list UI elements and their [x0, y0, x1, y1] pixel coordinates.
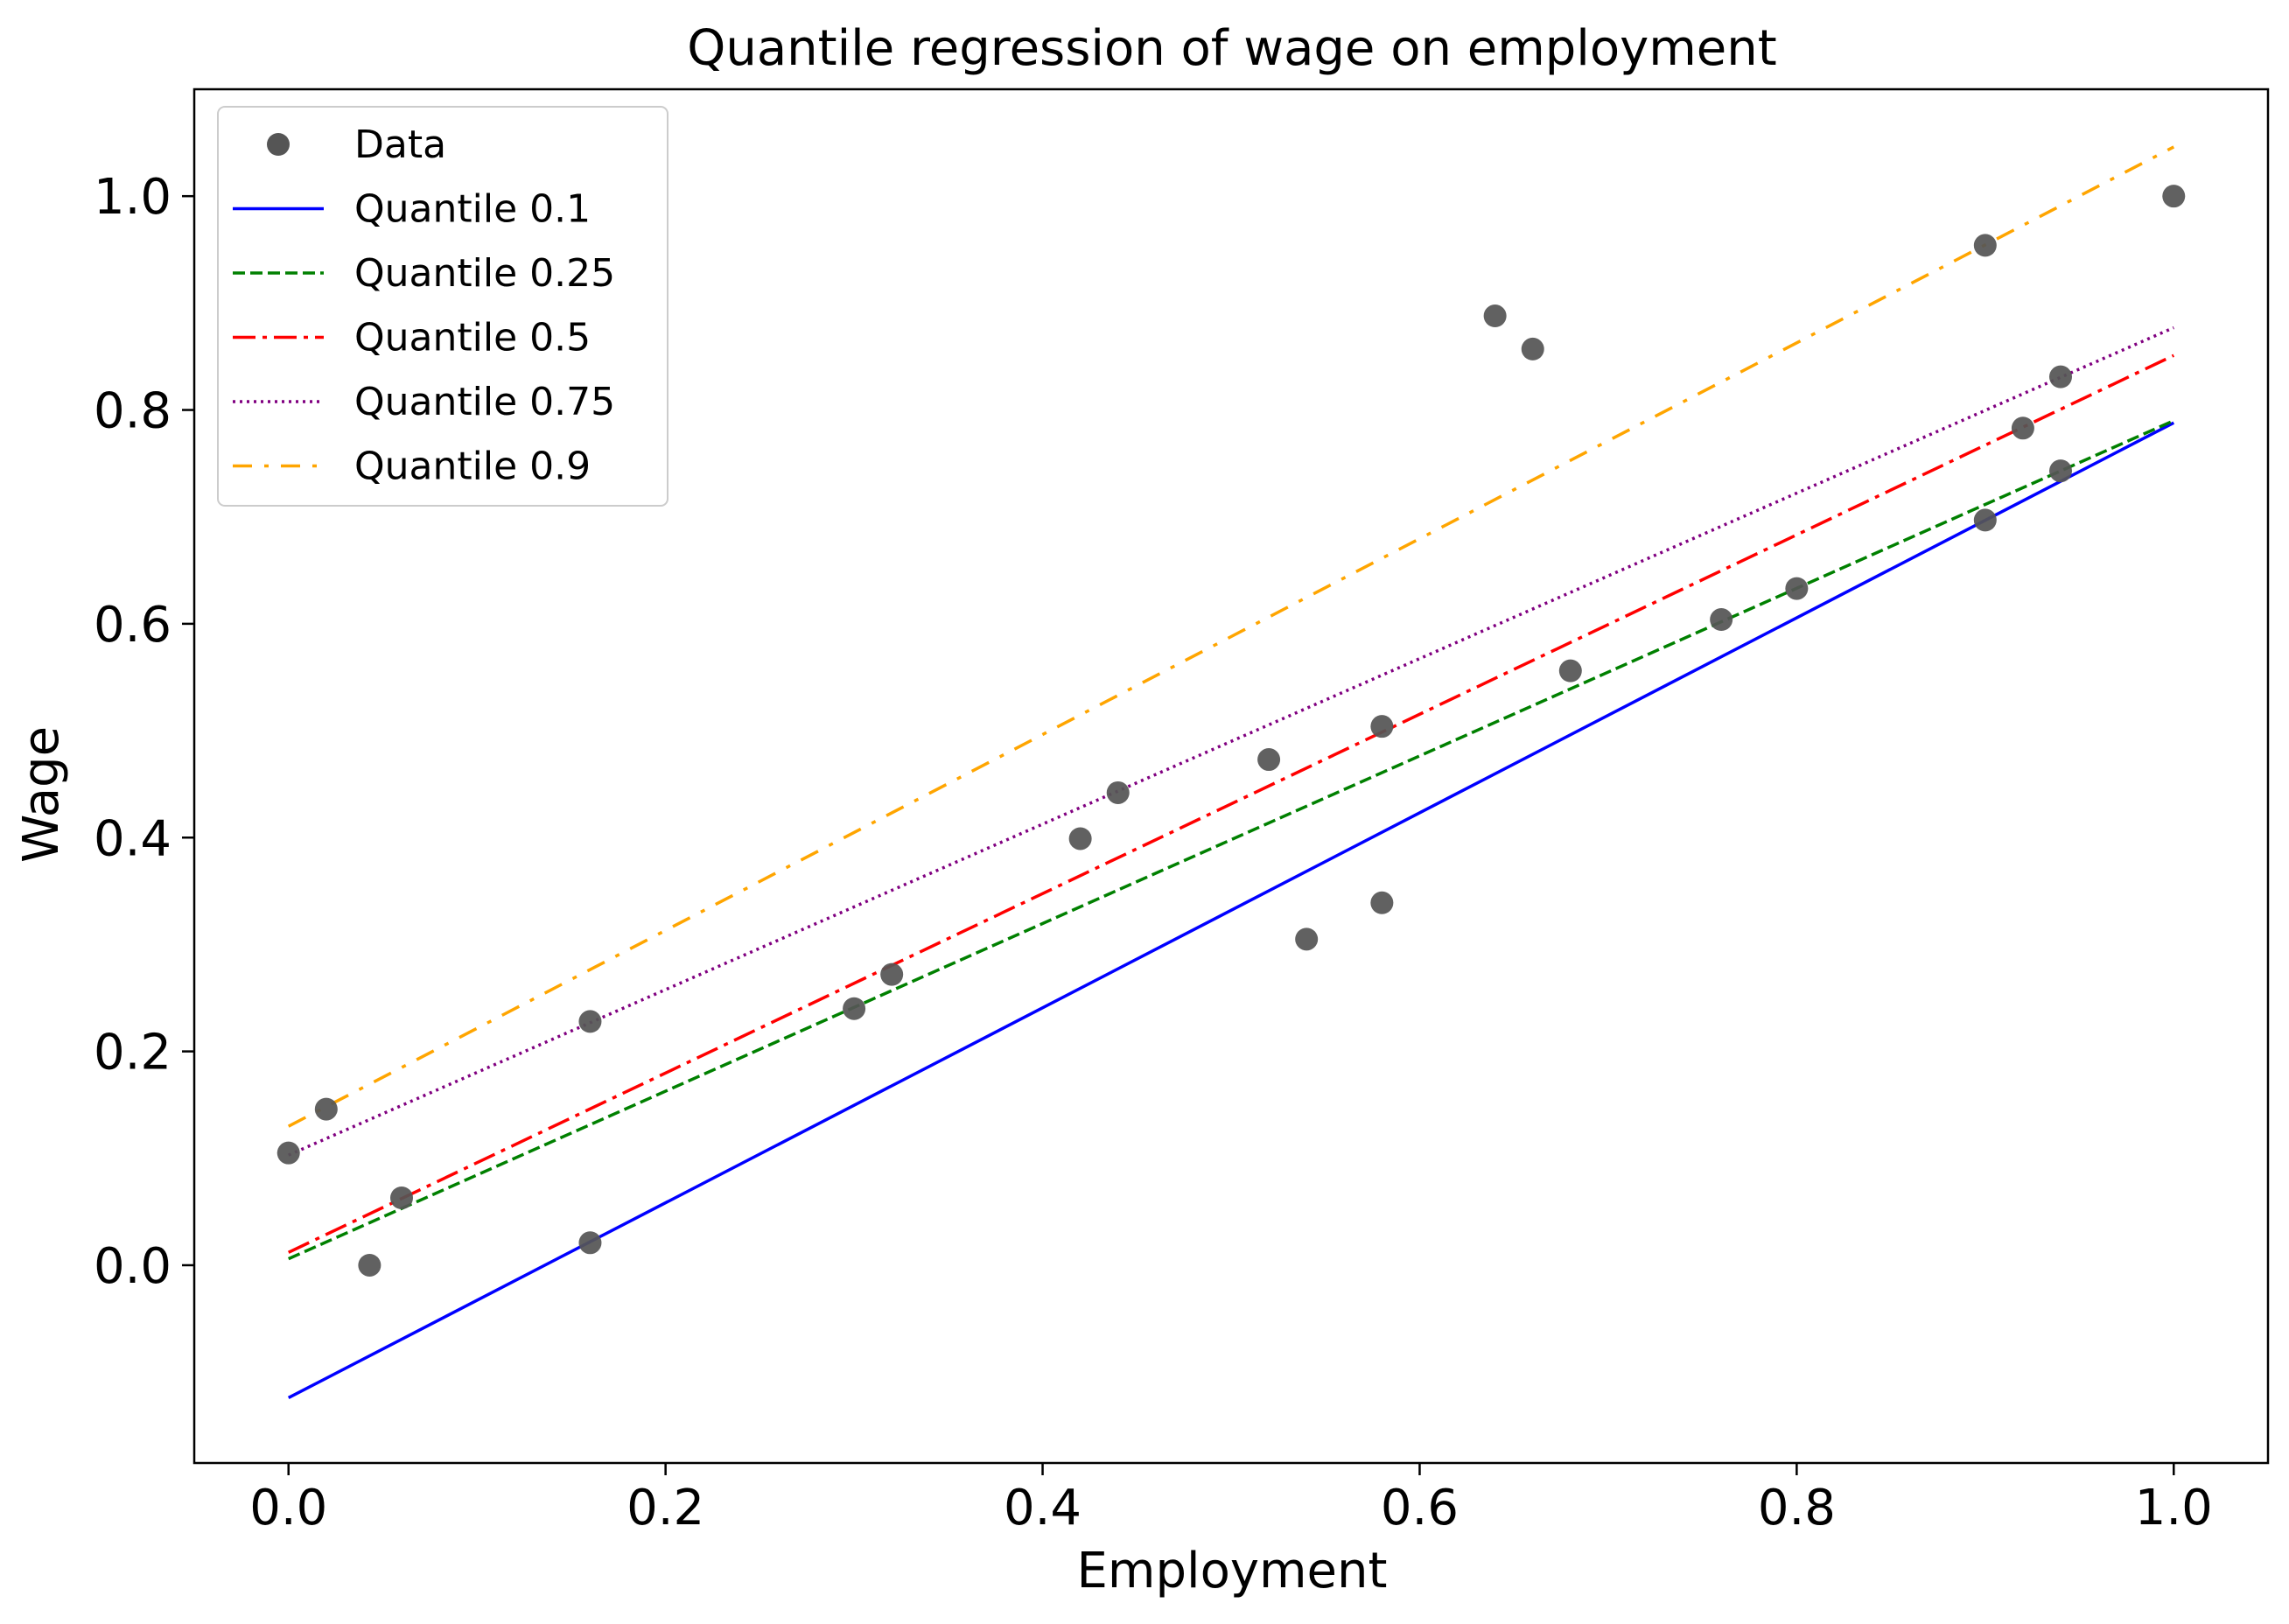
- data-point: [314, 1097, 338, 1121]
- data-point: [2049, 365, 2072, 388]
- y-tick-label: 0.6: [94, 597, 172, 654]
- x-axis-label: Employment: [1077, 1543, 1388, 1600]
- data-point: [880, 962, 904, 986]
- quantile-line-1: [288, 419, 2174, 1261]
- x-tick-label: 0.0: [249, 1480, 327, 1536]
- y-axis-label: Wage: [13, 726, 70, 863]
- legend-label: Quantile 0.1: [354, 187, 591, 232]
- x-tick-label: 0.2: [626, 1480, 704, 1536]
- data-point: [276, 1141, 300, 1165]
- data-point: [2011, 416, 2034, 440]
- data-point: [1483, 304, 1507, 328]
- data-point: [578, 1231, 602, 1255]
- data-point: [1521, 337, 1544, 360]
- y-tick-label: 1.0: [94, 169, 172, 226]
- legend-label: Data: [354, 122, 446, 167]
- data-point: [1257, 748, 1281, 772]
- legend-label: Quantile 0.5: [354, 316, 591, 360]
- y-tick-label: 0.2: [94, 1025, 172, 1082]
- data-point: [843, 997, 866, 1020]
- data-point: [1370, 891, 1394, 914]
- data-point: [390, 1186, 413, 1209]
- data-point: [1558, 659, 1582, 682]
- legend-label: Quantile 0.75: [354, 380, 615, 424]
- quantile-line-0: [287, 421, 2175, 1400]
- data-point: [578, 1010, 602, 1033]
- quantile-line-3: [288, 326, 2174, 1157]
- legend-label: Quantile 0.9: [354, 444, 591, 489]
- data-point: [1973, 508, 1997, 532]
- quantile-line-2: [287, 354, 2175, 1254]
- data-point: [1295, 928, 1319, 951]
- plot-frame: [192, 88, 2270, 1465]
- y-tick-label: 0.0: [94, 1238, 172, 1295]
- legend: Data Quantile 0.1 Quantile 0.25 Quantile 0.…: [217, 106, 668, 507]
- x-tick-label: 0.6: [1381, 1480, 1459, 1536]
- legend-label: Quantile 0.25: [354, 251, 615, 296]
- data-point: [1068, 827, 1092, 850]
- data-point: [1106, 780, 1130, 804]
- data-point: [2162, 185, 2186, 208]
- legend-frame: [217, 106, 668, 507]
- data-point: [1785, 577, 1809, 600]
- x-tick-label: 1.0: [2135, 1480, 2213, 1536]
- data-point: [1973, 234, 1997, 257]
- data-point: [2049, 459, 2072, 483]
- y-tick-label: 0.8: [94, 383, 172, 440]
- data-point: [1710, 608, 1733, 632]
- plot-area: 0.0 0.2 0.4 0.6 0.8 1.0 0.0 0.2 0.4 0.6 0.8 1.0: [94, 88, 2270, 1536]
- data-point: [358, 1253, 382, 1277]
- x-tick-label: 0.4: [1004, 1480, 1082, 1536]
- y-tick-label: 0.4: [94, 810, 172, 867]
- legend-marker-data: [267, 133, 290, 156]
- chart-title: Quantile regression of wage on employmen…: [687, 20, 1776, 77]
- data-point: [1370, 715, 1394, 738]
- x-tick-label: 0.8: [1758, 1480, 1836, 1536]
- quantile-line-4: [287, 145, 2175, 1128]
